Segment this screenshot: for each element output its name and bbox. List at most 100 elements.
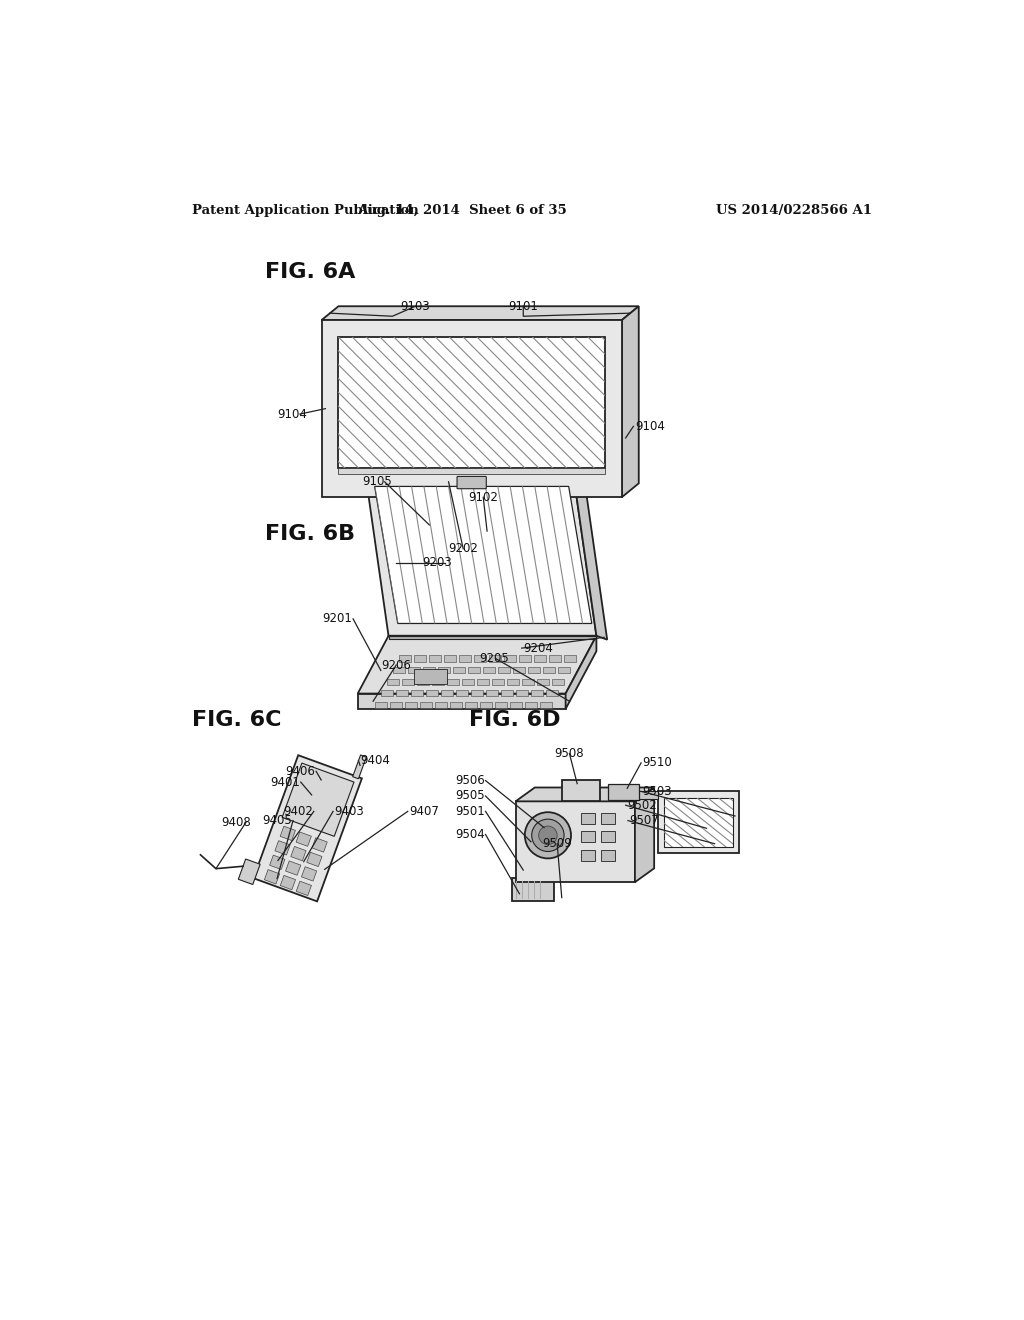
Polygon shape [444,656,457,661]
Polygon shape [531,690,543,697]
Polygon shape [402,678,414,685]
Polygon shape [510,702,522,708]
Polygon shape [460,656,471,661]
Polygon shape [291,846,306,861]
Polygon shape [489,656,502,661]
Polygon shape [307,853,322,867]
Polygon shape [409,667,420,673]
Text: FIG. 6D: FIG. 6D [469,710,561,730]
Polygon shape [558,667,570,673]
Text: 9504: 9504 [455,828,484,841]
Text: 9205: 9205 [479,652,509,665]
Polygon shape [404,702,417,708]
Polygon shape [635,788,654,882]
Text: 9502: 9502 [628,799,657,812]
Polygon shape [274,841,290,855]
Polygon shape [515,801,635,882]
Polygon shape [454,667,465,673]
Polygon shape [447,678,459,685]
Polygon shape [564,656,577,661]
Polygon shape [296,832,311,846]
Polygon shape [322,321,622,498]
Polygon shape [415,656,426,661]
Text: 9405: 9405 [262,814,292,828]
Text: 9501: 9501 [455,805,484,818]
Polygon shape [388,636,596,639]
Polygon shape [253,755,361,902]
Text: 9104: 9104 [278,408,307,421]
Text: 9407: 9407 [410,805,439,818]
Polygon shape [375,702,387,708]
Polygon shape [546,690,558,697]
Polygon shape [426,690,438,697]
Text: 9104: 9104 [635,420,665,433]
FancyBboxPatch shape [457,477,486,488]
Polygon shape [658,792,739,853]
Polygon shape [399,656,412,661]
Text: 9402: 9402 [284,805,313,818]
Polygon shape [486,690,498,697]
Polygon shape [301,867,316,880]
Text: 9508: 9508 [555,747,585,760]
Polygon shape [357,693,565,709]
Polygon shape [381,690,393,697]
Text: 9201: 9201 [323,612,352,626]
Polygon shape [505,656,516,661]
Polygon shape [441,690,453,697]
Text: 9203: 9203 [422,556,452,569]
Polygon shape [519,656,531,661]
Polygon shape [429,656,441,661]
Polygon shape [550,656,561,661]
Text: Aug. 14, 2014  Sheet 6 of 35: Aug. 14, 2014 Sheet 6 of 35 [356,205,566,218]
Polygon shape [608,784,639,800]
Polygon shape [635,792,658,799]
Polygon shape [432,678,444,685]
Polygon shape [281,826,295,841]
Polygon shape [552,678,564,685]
Text: FIG. 6B: FIG. 6B [265,524,355,544]
Polygon shape [474,656,486,661]
Polygon shape [524,702,537,708]
Polygon shape [468,667,480,673]
Polygon shape [465,702,477,708]
Text: US 2014/0228566 A1: US 2014/0228566 A1 [716,205,871,218]
Polygon shape [528,667,541,673]
Circle shape [539,826,557,845]
Polygon shape [435,702,446,708]
Polygon shape [515,788,654,801]
Polygon shape [512,878,554,902]
Polygon shape [390,702,401,708]
Text: 9403: 9403 [335,805,365,818]
Polygon shape [507,678,519,685]
Polygon shape [573,474,607,640]
Polygon shape [464,498,479,519]
Polygon shape [322,306,639,321]
Polygon shape [544,667,555,673]
Text: 9506: 9506 [455,774,484,787]
Polygon shape [438,667,451,673]
Polygon shape [480,702,492,708]
Circle shape [525,812,571,858]
Polygon shape [418,531,525,539]
Text: 9406: 9406 [286,764,315,777]
Polygon shape [420,702,432,708]
Polygon shape [366,474,596,636]
Polygon shape [495,702,507,708]
Polygon shape [501,690,513,697]
Bar [581,813,595,824]
Polygon shape [540,702,552,708]
Polygon shape [375,487,592,623]
Text: 9401: 9401 [270,776,300,788]
Polygon shape [239,859,260,884]
Polygon shape [396,690,408,697]
Polygon shape [339,469,605,474]
Polygon shape [339,337,605,469]
Text: 9503: 9503 [643,785,672,797]
Bar [581,850,595,861]
Polygon shape [423,667,435,673]
Text: 9105: 9105 [362,475,392,488]
Polygon shape [622,306,639,498]
Polygon shape [513,667,525,673]
Text: 9404: 9404 [360,754,390,767]
Text: 9509: 9509 [543,837,572,850]
